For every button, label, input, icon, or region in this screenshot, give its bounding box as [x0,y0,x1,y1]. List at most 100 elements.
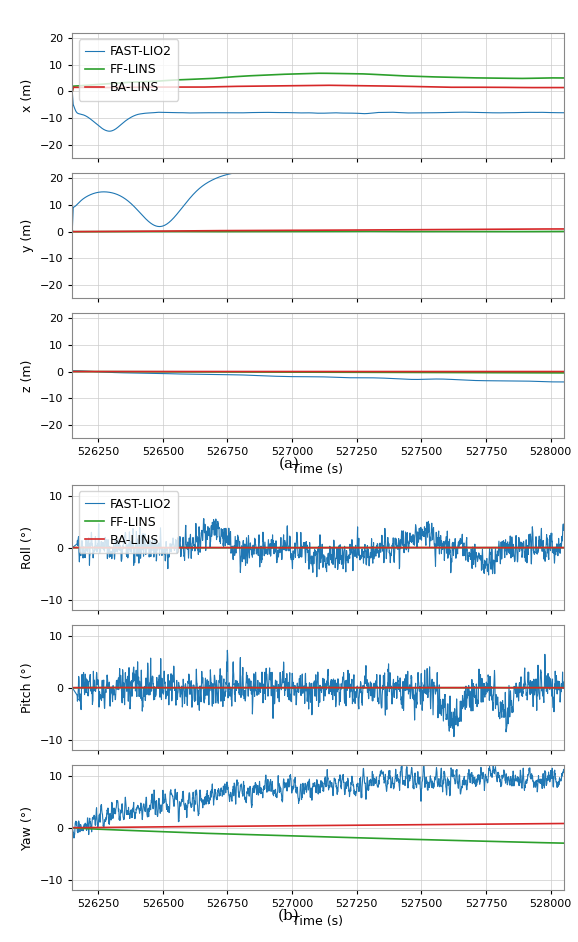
X-axis label: Time (s): Time (s) [292,463,343,476]
FAST-LIO2 [308,685,315,696]
Text: (b): (b) [278,909,300,922]
FF-LINS [560,226,567,237]
FAST-LIO2 [94,818,101,829]
BA-LINS [70,822,77,834]
FF-LINS [455,542,462,553]
FAST-LIO2 [456,716,463,727]
FF-LINS [69,682,76,693]
FF-LINS [262,226,269,237]
FAST-LIO2 [546,376,553,387]
BA-LINS [295,80,302,91]
FAST-LIO2 [69,365,76,377]
Line: FAST-LIO2: FAST-LIO2 [72,650,564,737]
BA-LINS [456,682,463,693]
FAST-LIO2 [546,535,553,546]
FAST-LIO2 [546,106,553,118]
Legend: FAST-LIO2, FF-LINS, BA-LINS: FAST-LIO2, FF-LINS, BA-LINS [79,492,178,553]
BA-LINS [94,365,101,377]
BA-LINS [318,80,325,91]
BA-LINS [308,542,315,553]
FAST-LIO2 [94,119,101,130]
BA-LINS [69,822,76,834]
FAST-LIO2 [295,371,302,382]
Y-axis label: y (m): y (m) [21,219,34,252]
FAST-LIO2 [546,530,553,542]
FAST-LIO2 [560,162,567,173]
BA-LINS [295,543,302,554]
FAST-LIO2 [546,776,553,788]
FF-LINS [295,68,302,79]
Y-axis label: Roll (°): Roll (°) [21,527,34,569]
FF-LINS [307,542,314,553]
FAST-LIO2 [456,535,463,546]
FAST-LIO2 [69,542,76,553]
FAST-LIO2 [106,125,113,137]
BA-LINS [295,365,302,377]
BA-LINS [560,818,567,829]
FAST-LIO2 [560,525,567,536]
FAST-LIO2 [308,107,315,119]
BA-LINS [94,542,101,553]
FAST-LIO2 [420,755,427,766]
BA-LINS [546,682,553,693]
FF-LINS [307,682,314,693]
FF-LINS [295,682,302,693]
FF-LINS [94,79,101,90]
FAST-LIO2 [450,731,457,742]
BA-LINS [94,82,101,93]
FF-LINS [456,367,463,379]
FF-LINS [455,835,462,846]
BA-LINS [560,682,567,693]
BA-LINS [546,818,553,829]
FF-LINS [560,367,567,379]
BA-LINS [69,542,76,553]
FF-LINS [560,682,567,693]
Y-axis label: z (m): z (m) [21,359,34,392]
FF-LINS [546,542,553,553]
Line: BA-LINS: BA-LINS [72,823,564,828]
FAST-LIO2 [560,764,567,775]
BA-LINS [295,543,302,554]
FF-LINS [317,68,324,79]
FAST-LIO2 [71,833,77,844]
FF-LINS [546,682,553,693]
FAST-LIO2 [546,772,553,784]
BA-LINS [546,82,553,93]
FAST-LIO2 [308,551,315,562]
FF-LINS [69,822,76,834]
FF-LINS [94,365,101,377]
FAST-LIO2 [546,106,553,118]
BA-LINS [69,226,76,237]
BA-LINS [546,542,553,553]
FF-LINS [69,226,76,237]
BA-LINS [94,226,101,237]
BA-LINS [546,365,553,377]
FAST-LIO2 [546,162,553,173]
FF-LINS [546,682,553,693]
FF-LINS [70,365,77,377]
FAST-LIO2 [295,549,302,560]
FF-LINS [546,542,553,553]
Line: FAST-LIO2: FAST-LIO2 [72,519,564,577]
BA-LINS [87,542,94,553]
FAST-LIO2 [94,544,101,555]
FF-LINS [69,542,76,553]
Line: FF-LINS: FF-LINS [72,371,564,373]
FAST-LIO2 [200,513,207,525]
FF-LINS [546,367,553,379]
BA-LINS [560,82,567,93]
FF-LINS [69,86,76,97]
BA-LINS [546,82,553,93]
Line: BA-LINS: BA-LINS [72,86,564,91]
FF-LINS [94,226,101,237]
FAST-LIO2 [560,376,567,387]
FF-LINS [295,366,302,378]
FF-LINS [362,226,369,237]
BA-LINS [546,365,553,377]
FAST-LIO2 [456,770,463,781]
BA-LINS [560,223,567,235]
FF-LINS [560,542,567,553]
Y-axis label: Yaw (°): Yaw (°) [21,805,34,850]
FAST-LIO2 [455,374,462,385]
BA-LINS [307,80,314,91]
